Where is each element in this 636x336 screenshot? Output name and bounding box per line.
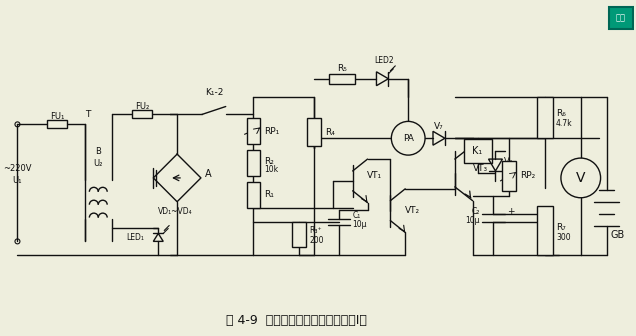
- Text: K₁: K₁: [473, 146, 483, 156]
- Text: LED2: LED2: [375, 56, 394, 66]
- Bar: [247, 118, 260, 144]
- Text: RP₁: RP₁: [265, 127, 280, 136]
- Text: 目录: 目录: [616, 14, 625, 23]
- Text: V₇: V₇: [434, 122, 444, 131]
- Text: FU₂: FU₂: [135, 102, 149, 111]
- Text: VT₁: VT₁: [367, 171, 382, 180]
- Text: R₃⁺: R₃⁺: [309, 226, 322, 235]
- Bar: [464, 139, 492, 163]
- Text: R₄: R₄: [325, 128, 335, 137]
- Bar: [609, 7, 633, 29]
- Text: R₆: R₆: [556, 109, 566, 118]
- Text: U₂: U₂: [93, 159, 102, 168]
- Text: R₇: R₇: [556, 223, 566, 232]
- Text: B: B: [95, 146, 100, 156]
- Text: R₁: R₁: [265, 190, 274, 199]
- Text: 图 4-9  蓄电池自动充电器原理图（I）: 图 4-9 蓄电池自动充电器原理图（I）: [226, 314, 366, 327]
- Circle shape: [391, 121, 425, 155]
- Text: +: +: [508, 207, 515, 216]
- Text: ~220V: ~220V: [3, 164, 32, 172]
- Bar: [47, 120, 67, 128]
- Text: A: A: [205, 169, 211, 179]
- Bar: [502, 161, 516, 191]
- Bar: [132, 111, 153, 118]
- Text: K₁-2: K₁-2: [205, 88, 223, 97]
- Text: V: V: [576, 171, 586, 185]
- Text: V₈: V₈: [504, 157, 513, 166]
- Bar: [537, 96, 553, 138]
- Text: 200: 200: [309, 236, 324, 245]
- Text: C₂: C₂: [471, 207, 480, 216]
- Text: VD₁~VD₄: VD₁~VD₄: [158, 207, 193, 216]
- Text: RP₂: RP₂: [520, 171, 536, 180]
- Bar: [329, 74, 355, 84]
- Bar: [247, 182, 260, 208]
- Text: T: T: [85, 110, 90, 119]
- Text: 10μ: 10μ: [352, 220, 367, 229]
- Text: 10μ: 10μ: [465, 216, 480, 225]
- Text: VT₃: VT₃: [473, 164, 488, 172]
- Text: FU₁: FU₁: [50, 112, 64, 121]
- Text: LED₁: LED₁: [127, 233, 144, 242]
- Bar: [307, 118, 321, 146]
- Text: 300: 300: [556, 233, 570, 242]
- Text: R₂: R₂: [265, 157, 274, 166]
- Text: VT₂: VT₂: [404, 206, 420, 215]
- Text: U₁: U₁: [13, 176, 22, 185]
- Text: 4.7k: 4.7k: [556, 119, 572, 128]
- Bar: [292, 221, 306, 247]
- Text: 10k: 10k: [265, 166, 279, 174]
- Text: PA: PA: [403, 134, 413, 143]
- Text: C₁: C₁: [352, 211, 361, 220]
- Bar: [537, 206, 553, 255]
- Bar: [247, 150, 260, 176]
- Text: GB: GB: [611, 230, 625, 241]
- Text: R₅: R₅: [337, 64, 347, 73]
- Circle shape: [561, 158, 600, 198]
